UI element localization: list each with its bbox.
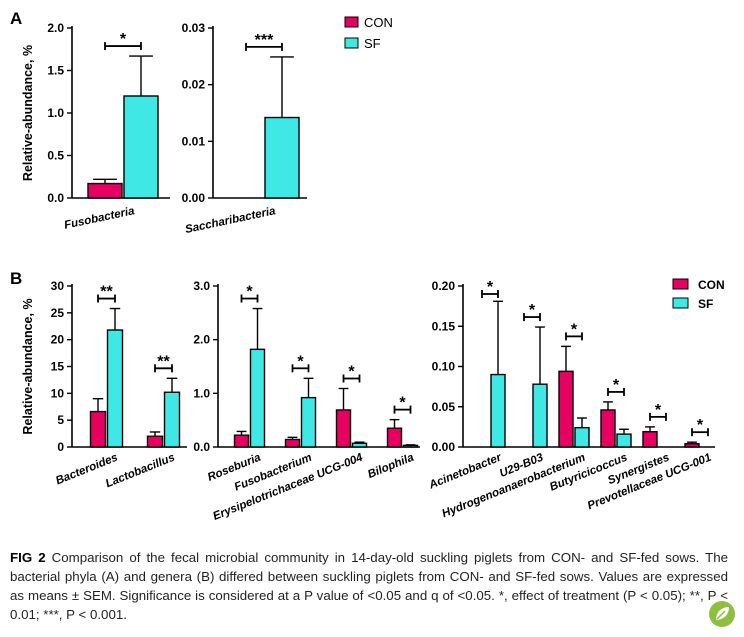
bar-con (335, 409, 352, 448)
figure-caption: FIG 2 Comparison of the fecal microbial … (10, 548, 728, 624)
chart-1: 0.00 0.01 0.02 0.03 *** Saccharibacteria (182, 21, 307, 236)
panel-label-a: A (10, 9, 22, 28)
y-tick-label: 0.0 (47, 191, 64, 205)
bar-sf (351, 442, 368, 448)
bar-sf (163, 391, 181, 448)
significance-mark: * (487, 279, 494, 296)
y-tick-label: 0.0 (193, 440, 210, 454)
category-label: Saccharibacteria (184, 205, 277, 236)
y-tick-label: 1.5 (47, 64, 64, 78)
bar-sf (490, 373, 506, 448)
significance-mark: * (529, 302, 536, 319)
significance-mark: * (613, 377, 620, 394)
bar-sf (300, 396, 317, 448)
bar-sf (264, 116, 300, 199)
legend-a-sf-swatch (344, 37, 359, 49)
y-tick-label: 0.03 (182, 21, 206, 35)
significance-mark: * (120, 31, 127, 48)
significance-mark: ** (157, 353, 170, 370)
y-tick-label: 25 (51, 306, 65, 320)
y-tick-label: 30 (51, 279, 65, 293)
legend-b-con-swatch (672, 278, 689, 290)
y-tick-label: 2.0 (47, 21, 64, 35)
category-label: Bilophila (366, 451, 416, 481)
significance-mark: * (697, 417, 704, 434)
y-tick-label: 0.05 (432, 400, 456, 414)
bar-con (386, 427, 403, 448)
bar-con (558, 370, 574, 448)
bar-con (600, 409, 616, 448)
y-tick-label: 0.15 (432, 319, 456, 333)
legend-a-con-label: CON (364, 15, 393, 30)
y-tick-label: 0.20 (432, 279, 456, 293)
y-tick-label: 20 (51, 333, 65, 347)
leaf-logo-icon (709, 601, 735, 627)
bar-sf (574, 426, 590, 448)
significance-mark: ** (100, 284, 113, 301)
legend-b-sf-swatch (672, 297, 689, 309)
significance-mark: * (399, 395, 406, 412)
category-label: Acinetobacter (427, 451, 504, 491)
bar-con (233, 434, 250, 448)
plots-group: 0.0 0.5 1.0 1.5 2.0 Relative-abundance, % * Fus… (21, 21, 715, 523)
legend-a: CON SF (344, 15, 393, 51)
legend-b: CON SF (672, 278, 725, 311)
bar-sf (532, 383, 548, 448)
y-axis-label: Relative-abundance, % (21, 298, 35, 434)
y-tick-label: 1.0 (47, 106, 64, 120)
category-label: Fusobacteria (63, 205, 136, 232)
figure-canvas: A B 0.0 0.5 1.0 1.5 2.0 Relative-abundance, %… (10, 9, 725, 523)
y-tick-label: 3.0 (193, 279, 210, 293)
y-tick-label: 0.02 (182, 78, 206, 92)
y-tick-label: 5 (57, 413, 64, 427)
panel-label-b: B (10, 269, 22, 288)
y-tick-label: 0.5 (47, 149, 64, 163)
bar-con (284, 438, 301, 448)
y-tick-label: 0.01 (182, 134, 206, 148)
legend-a-con-swatch (344, 16, 359, 28)
legend-b-con-label: CON (698, 278, 725, 292)
y-tick-label: 0 (57, 440, 64, 454)
bar-con (684, 443, 700, 448)
bar-sf (616, 433, 632, 448)
caption-text: Comparison of the fecal microbial commun… (10, 550, 729, 622)
significance-mark: * (246, 284, 253, 301)
chart-3: 0.01.02.03.0 *Roseburia*Fusobacterium*Ery… (193, 279, 420, 523)
y-axis-label: Relative-abundance, % (21, 45, 35, 181)
bar-con (146, 435, 164, 448)
bar-con (642, 431, 658, 448)
significance-mark: * (655, 402, 662, 419)
significance-mark: * (348, 364, 355, 381)
bar-con (87, 182, 123, 199)
y-tick-label: 0.00 (182, 191, 206, 205)
chart-4: 0.000.050.100.150.20 *Acinetobacter*U29-B… (427, 279, 715, 520)
y-tick-label: 2.0 (193, 333, 210, 347)
y-tick-label: 15 (51, 360, 65, 374)
significance-mark: *** (255, 32, 274, 49)
caption-label: FIG 2 (10, 550, 46, 565)
chart-0: 0.0 0.5 1.0 1.5 2.0 Relative-abundance, % * Fus… (21, 21, 170, 232)
y-tick-label: 0.00 (432, 440, 456, 454)
significance-mark: * (297, 353, 304, 370)
y-tick-label: 10 (51, 386, 65, 400)
bar-sf (106, 329, 124, 448)
significance-mark: * (571, 321, 578, 338)
bar-sf (249, 348, 266, 448)
bar-sf (123, 95, 159, 199)
bar-con (89, 410, 107, 448)
legend-a-sf-label: SF (364, 36, 381, 51)
bar-sf (402, 444, 419, 448)
legend-b-sf-label: SF (698, 297, 713, 311)
y-tick-label: 1.0 (193, 386, 210, 400)
y-tick-label: 0.10 (432, 360, 456, 374)
